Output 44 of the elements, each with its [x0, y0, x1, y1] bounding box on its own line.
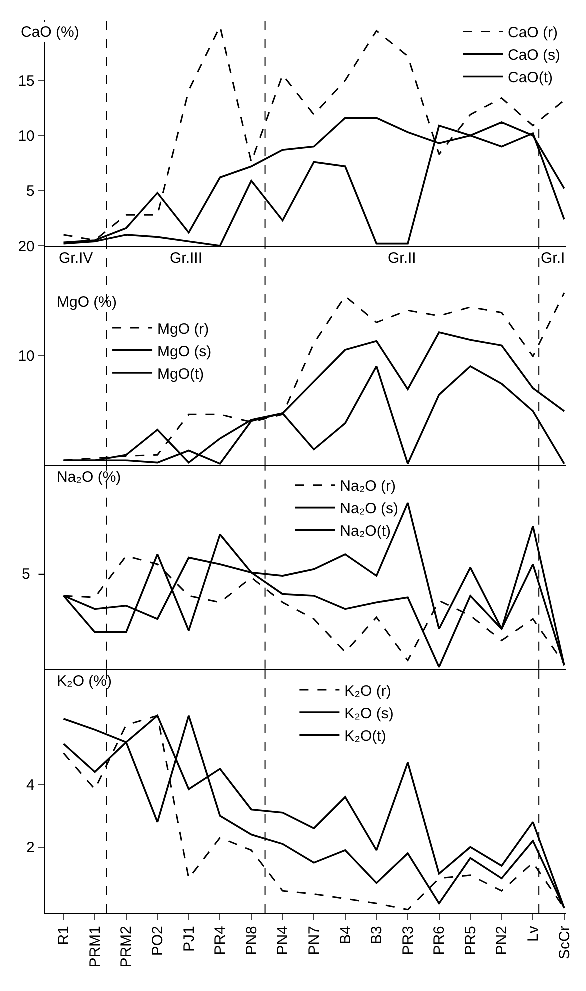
x-tick-label: PN8 [243, 926, 260, 956]
y-tick-label: 4 [26, 776, 35, 794]
x-tick-label: PO2 [150, 926, 167, 956]
annotation: Gr.I [541, 250, 566, 267]
y-tick-label: 10 [18, 128, 35, 146]
y-tick-label: 2 [26, 840, 35, 857]
y-tick-label: 20 [18, 238, 35, 256]
x-tick-label: PRM2 [118, 926, 136, 968]
y-tick-label: 5 [26, 183, 35, 200]
x-tick-label: PR5 [462, 926, 480, 956]
x-tick-label: PR6 [431, 926, 448, 956]
y-tick-label: 15 [18, 72, 35, 90]
legend-label: CaO(t) [508, 70, 554, 87]
x-tick-label: PN7 [306, 926, 323, 956]
x-tick-label: R1 [56, 926, 73, 946]
x-tick-label: Lv [525, 926, 542, 942]
y-axis-title: Na₂O (%) [57, 469, 122, 486]
y-axis-title: CaO (%) [21, 24, 80, 41]
annotation: Gr.IV [59, 250, 94, 267]
x-tick-label: PJ1 [180, 926, 198, 952]
annotation: Gr.III [170, 250, 203, 267]
legend-label: MgO (r) [158, 320, 210, 338]
annotation: Gr.II [388, 250, 416, 267]
x-tick-label: PR4 [212, 926, 230, 956]
y-axis-title: MgO (%) [57, 294, 118, 311]
legend-label: MgO(t) [158, 366, 204, 383]
x-tick-label: PN2 [494, 926, 511, 956]
legend-label: K₂O (r) [344, 682, 392, 700]
y-axis-title: K₂O (%) [57, 673, 112, 690]
legend-label: CaO (r) [508, 24, 558, 42]
legend-label: Na₂O (r) [340, 478, 396, 496]
legend-label: K₂O(t) [344, 728, 386, 745]
legend-label: K₂O (s) [344, 705, 394, 722]
x-tick-label: PRM1 [86, 926, 104, 968]
legend-label: Na₂O(t) [340, 523, 392, 540]
legend-label: Na₂O (s) [340, 500, 399, 518]
x-tick-label: ScCr [556, 926, 574, 960]
legend-label: MgO (s) [158, 343, 212, 360]
x-tick-label: B3 [368, 926, 386, 944]
legend-label: CaO (s) [508, 47, 561, 64]
x-tick-label: PN4 [274, 926, 292, 956]
y-tick-label: 10 [18, 348, 35, 365]
x-tick-label: PR3 [400, 926, 417, 956]
x-tick-label: B4 [337, 926, 354, 944]
